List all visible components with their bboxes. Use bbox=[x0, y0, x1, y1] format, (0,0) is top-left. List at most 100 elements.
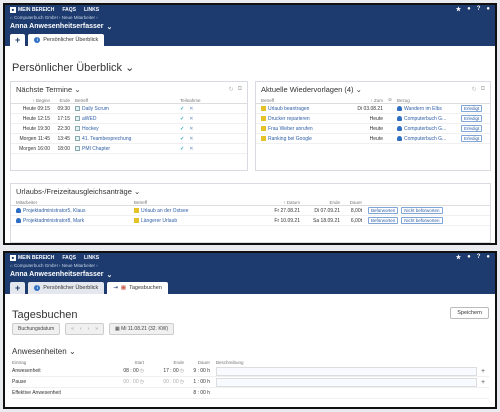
leave-request-row[interactable]: Projektadministrator5, Klaus Urlaub an de… bbox=[11, 206, 490, 216]
appointment-row[interactable]: Heute 12:15 17:15 aWED ✓ ✕ bbox=[11, 114, 247, 124]
followup-reference[interactable]: Wandern im Elbs bbox=[397, 106, 457, 112]
first-icon[interactable]: « bbox=[71, 326, 74, 332]
leave-employee[interactable]: Projektadministrator8, Mark bbox=[16, 218, 134, 224]
leave-employee[interactable]: Projektadministrator5, Klaus bbox=[16, 208, 134, 214]
start-time-input[interactable]: 08 : 00 ◷ bbox=[104, 368, 144, 374]
add-row-icon[interactable]: + bbox=[480, 378, 486, 386]
external-link-icon[interactable]: ⧉ bbox=[237, 86, 242, 92]
next-icon[interactable]: › bbox=[87, 326, 90, 332]
bell-icon[interactable]: ● bbox=[467, 254, 471, 260]
leave-request-row[interactable]: Projektadministrator8, Mark Längerer Urla… bbox=[11, 216, 490, 226]
external-link-icon[interactable]: ⧉ bbox=[480, 86, 485, 92]
date-picker[interactable]: ▦ Mi 11.08.21 (32. KW) bbox=[109, 323, 175, 335]
appointments-title[interactable]: Nächste Termine ⌄ ↻ ⧉ bbox=[11, 82, 247, 97]
followup-subject[interactable]: Drucker reparieren bbox=[261, 116, 339, 122]
bell-icon[interactable]: ● bbox=[467, 6, 471, 12]
decline-icon[interactable]: ✕ bbox=[189, 115, 194, 122]
help-icon[interactable]: ? bbox=[476, 6, 481, 12]
tab-overview[interactable]: i Persönlicher Überblick bbox=[28, 282, 105, 294]
col-subject[interactable]: Betreff bbox=[134, 199, 148, 205]
approve-button[interactable]: Befürworten bbox=[368, 217, 399, 224]
new-tab-button[interactable]: + bbox=[10, 282, 26, 294]
add-row-icon[interactable]: + bbox=[480, 367, 486, 375]
user-switcher[interactable]: Anna Anwesenheitserfasser ⌄ bbox=[5, 269, 495, 280]
decline-icon[interactable]: ✕ bbox=[189, 145, 194, 152]
col-reference[interactable]: Bezug bbox=[397, 97, 410, 103]
new-tab-button[interactable]: + bbox=[10, 34, 26, 46]
description-input[interactable] bbox=[216, 366, 477, 376]
done-button[interactable]: Erledigt bbox=[461, 135, 483, 142]
clock-icon[interactable]: ◷ bbox=[139, 368, 144, 374]
followup-row[interactable]: Urlaub beantragen Di 03.08.21 Wandern im E… bbox=[256, 104, 490, 114]
appointment-row[interactable]: Heute 19:30 22:30 Hockey ✓ ✕ bbox=[11, 124, 247, 134]
prev-icon[interactable]: ‹ bbox=[79, 326, 82, 332]
decline-icon[interactable]: ✕ bbox=[189, 135, 194, 142]
decline-icon[interactable]: ✕ bbox=[189, 125, 194, 132]
end-time-input[interactable]: 00 : 00 ◷ bbox=[144, 379, 184, 385]
leave-subject[interactable]: Längerer Urlaub bbox=[134, 218, 264, 224]
followup-subject[interactable]: Frau Weber anrufen bbox=[261, 126, 339, 132]
breadcrumb[interactable]: ⌂ Computerbuch GmbH › Neue Mitarbeiter › bbox=[5, 14, 495, 21]
mein-bereich-link[interactable]: ■ MEIN BEREICH bbox=[10, 254, 54, 261]
save-button[interactable]: Speichern bbox=[450, 307, 489, 319]
appointment-subject[interactable]: PMI Chapter bbox=[70, 146, 180, 152]
links-link[interactable]: LINKS bbox=[84, 254, 100, 261]
appointment-row[interactable]: Heute 09:15 09:30 Daily Scrum ✓ ✕ bbox=[11, 104, 247, 114]
refresh-icon[interactable]: ↻ bbox=[228, 87, 234, 93]
star-icon[interactable]: ★ bbox=[455, 255, 462, 261]
sort-asc-icon[interactable]: ↑ Beginn bbox=[32, 97, 50, 103]
faqs-link[interactable]: FAQS bbox=[62, 6, 77, 13]
accept-icon[interactable]: ✓ bbox=[180, 115, 185, 122]
col-end[interactable]: Ende bbox=[59, 97, 70, 103]
sort-asc-icon[interactable]: ↑ Datum bbox=[283, 199, 300, 205]
page-title[interactable]: Persönlicher Überblick ⌄ bbox=[12, 61, 134, 74]
accept-icon[interactable]: ✓ bbox=[180, 135, 185, 142]
breadcrumb[interactable]: ⌂ Computerbuch GmbH › Neue Mitarbeiter › bbox=[5, 262, 495, 269]
links-link[interactable]: LINKS bbox=[84, 6, 100, 13]
col-end[interactable]: Ende bbox=[329, 199, 340, 205]
user-switcher[interactable]: Anna Anwesenheitserfasser ⌄ bbox=[5, 21, 495, 32]
clock-icon[interactable]: ◷ bbox=[139, 379, 144, 385]
followup-reference[interactable]: Computerbuch G... bbox=[397, 126, 457, 132]
done-button[interactable]: Erledigt bbox=[461, 115, 483, 122]
start-time-input[interactable]: 00 : 00 ◷ bbox=[104, 379, 144, 385]
clock-icon[interactable]: ◷ bbox=[179, 368, 184, 374]
appointment-subject[interactable]: Hockey bbox=[70, 126, 180, 132]
done-button[interactable]: Erledigt bbox=[461, 125, 483, 132]
followup-row[interactable]: Frau Weber anrufen Heute Computerbuch G...… bbox=[256, 124, 490, 134]
col-subject[interactable]: Betreff bbox=[261, 97, 275, 103]
accept-icon[interactable]: ✓ bbox=[180, 145, 185, 152]
approve-button[interactable]: Befürworten bbox=[368, 207, 399, 214]
end-time-input[interactable]: 17 : 00 ◷ bbox=[144, 368, 184, 374]
followup-reference[interactable]: Computerbuch G... bbox=[397, 136, 457, 142]
last-icon[interactable]: » bbox=[95, 326, 99, 332]
done-button[interactable]: Erledigt bbox=[461, 105, 483, 112]
reject-button[interactable]: Nicht befürworten bbox=[401, 207, 443, 214]
attendance-section-title[interactable]: Anwesenheiten ⌄ bbox=[12, 347, 76, 356]
accept-icon[interactable]: ✓ bbox=[180, 105, 185, 112]
tab-overview[interactable]: i Persönlicher Überblick bbox=[28, 34, 105, 46]
col-employee[interactable]: Mitarbeiter bbox=[16, 199, 38, 205]
followup-row[interactable]: Ranking bei Google Heute Computerbuch G...… bbox=[256, 134, 490, 144]
user-icon[interactable]: ● bbox=[486, 254, 490, 260]
tab-bookings[interactable]: ⇥ ▦ Tagesbuchen bbox=[107, 282, 168, 294]
refresh-icon[interactable]: ↻ bbox=[471, 87, 477, 93]
col-duration[interactable]: Dauer bbox=[349, 199, 362, 205]
leave-requests-title[interactable]: Urlaubs-/Freizeitausgleichsanträge ⌄ bbox=[11, 184, 490, 199]
leave-subject[interactable]: Urlaub an der Ostsee bbox=[134, 208, 264, 214]
reject-button[interactable]: Nicht befürworten bbox=[401, 217, 443, 224]
description-input[interactable] bbox=[216, 377, 477, 387]
appointment-subject[interactable]: 41. Teambesprechung bbox=[70, 136, 180, 142]
col-subject[interactable]: Betreff bbox=[75, 97, 89, 103]
user-icon[interactable]: ● bbox=[486, 6, 490, 12]
clock-icon[interactable]: ◷ bbox=[179, 379, 184, 385]
followup-subject[interactable]: Urlaub beantragen bbox=[261, 106, 339, 112]
mein-bereich-link[interactable]: ■ MEIN BEREICH bbox=[10, 6, 54, 13]
sort-asc-icon[interactable]: ↑ Zum bbox=[370, 97, 383, 103]
col-participation[interactable]: Teilnahme bbox=[180, 97, 201, 103]
appointment-row[interactable]: Morgen 16:00 18:00 PMI Chapter ✓ ✕ bbox=[11, 144, 247, 154]
followup-row[interactable]: Drucker reparieren Heute Computerbuch G...… bbox=[256, 114, 490, 124]
help-icon[interactable]: ? bbox=[476, 254, 481, 260]
followup-reference[interactable]: Computerbuch G... bbox=[397, 116, 457, 122]
star-icon[interactable]: ★ bbox=[455, 7, 462, 13]
